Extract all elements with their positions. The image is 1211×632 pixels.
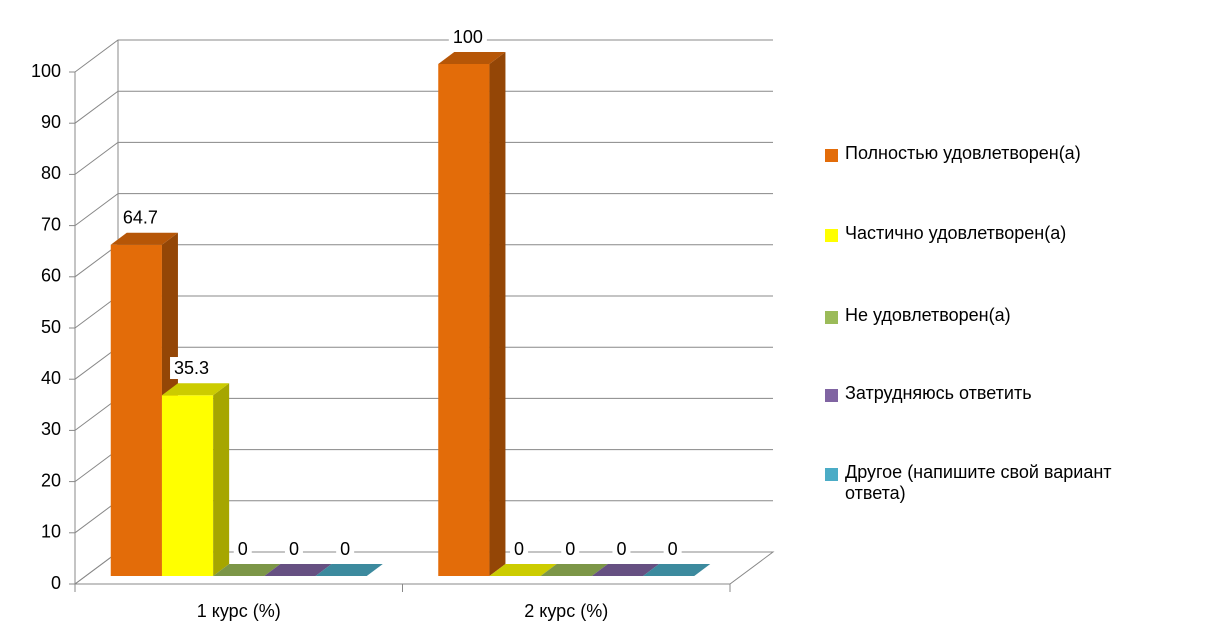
data-label-bg (118, 206, 162, 229)
bar (540, 564, 608, 576)
bar-top (643, 564, 711, 576)
grid-line (74, 193, 773, 227)
data-label: 0 (514, 539, 524, 559)
bar (643, 564, 711, 576)
data-label-bg (233, 537, 252, 560)
bar-top (540, 564, 608, 576)
bar-top (110, 232, 178, 245)
bar-top (591, 564, 660, 576)
bar-front (161, 395, 214, 576)
bar-front (110, 244, 162, 576)
y-tick-label: 40 (41, 368, 61, 388)
data-label-bg (336, 537, 355, 560)
x-tick-label: 1 курс (%) (197, 601, 281, 621)
grid-line (74, 141, 773, 175)
data-label-bg (612, 537, 631, 560)
bar-side (489, 52, 506, 576)
bar (213, 564, 281, 576)
data-label: 0 (289, 539, 299, 559)
data-label-bg (448, 25, 487, 48)
bar (438, 52, 506, 576)
bar-top (315, 564, 383, 576)
legend-item: Полностью удовлетворен(а) (825, 143, 1175, 164)
y-tick-label: 90 (41, 112, 61, 132)
data-label-bg (170, 357, 214, 380)
data-label: 64.7 (123, 207, 158, 227)
y-tick-label: 50 (41, 317, 61, 337)
legend-swatch (825, 149, 838, 162)
x-tick-label: 2 курс (%) (524, 601, 608, 621)
legend-swatch (825, 229, 838, 242)
grid-line (74, 39, 773, 73)
legend-swatch (825, 389, 838, 402)
y-tick-label: 70 (41, 214, 61, 234)
y-tick-label: 20 (41, 470, 61, 490)
bar (315, 564, 383, 576)
data-label: 0 (616, 539, 626, 559)
legend-item: Другое (напишите свой вариант ответа) (825, 462, 1175, 504)
y-tick-label: 30 (41, 419, 61, 439)
y-tick-label: 80 (41, 163, 61, 183)
grid-line (74, 90, 773, 124)
legend-item: Затрудняюсь ответить (825, 383, 1175, 404)
data-label: 0 (668, 539, 678, 559)
data-label-bg (561, 537, 580, 560)
data-label: 0 (565, 539, 575, 559)
data-label: 35.3 (174, 358, 209, 378)
legend-label: Затрудняюсь ответить (845, 383, 1032, 403)
legend-label: Другое (напишите свой вариант ответа) (845, 462, 1112, 503)
bar-top (438, 52, 506, 64)
bar-top (213, 564, 281, 576)
legend-label: Не удовлетворен(а) (845, 305, 1011, 325)
data-label-bg (663, 537, 682, 560)
bar-front (438, 64, 490, 576)
y-tick-label: 60 (41, 266, 61, 286)
legend-label: Частично удовлетворен(а) (845, 223, 1067, 243)
legend-swatch (825, 311, 838, 324)
legend-label: Полностью удовлетворен(а) (845, 143, 1081, 163)
bar-top (264, 564, 332, 576)
bar (161, 383, 230, 576)
grid-line (74, 295, 773, 329)
bar (591, 564, 660, 576)
grid-line (74, 244, 773, 278)
data-label: 100 (453, 27, 483, 47)
y-tick-label: 100 (31, 61, 61, 81)
data-label-bg (284, 537, 303, 560)
data-label-bg (510, 537, 529, 560)
bar-top (161, 383, 230, 396)
y-tick-label: 0 (51, 573, 61, 593)
bar-side (213, 383, 230, 576)
y-tick-label: 10 (41, 522, 61, 542)
bar (489, 564, 557, 576)
legend-swatch (825, 468, 838, 481)
data-label: 0 (340, 539, 350, 559)
legend-item: Не удовлетворен(а) (825, 305, 1175, 326)
legend-item: Частично удовлетворен(а) (825, 223, 1175, 244)
data-label: 0 (238, 539, 248, 559)
bar (264, 564, 332, 576)
bar-top (489, 564, 557, 576)
